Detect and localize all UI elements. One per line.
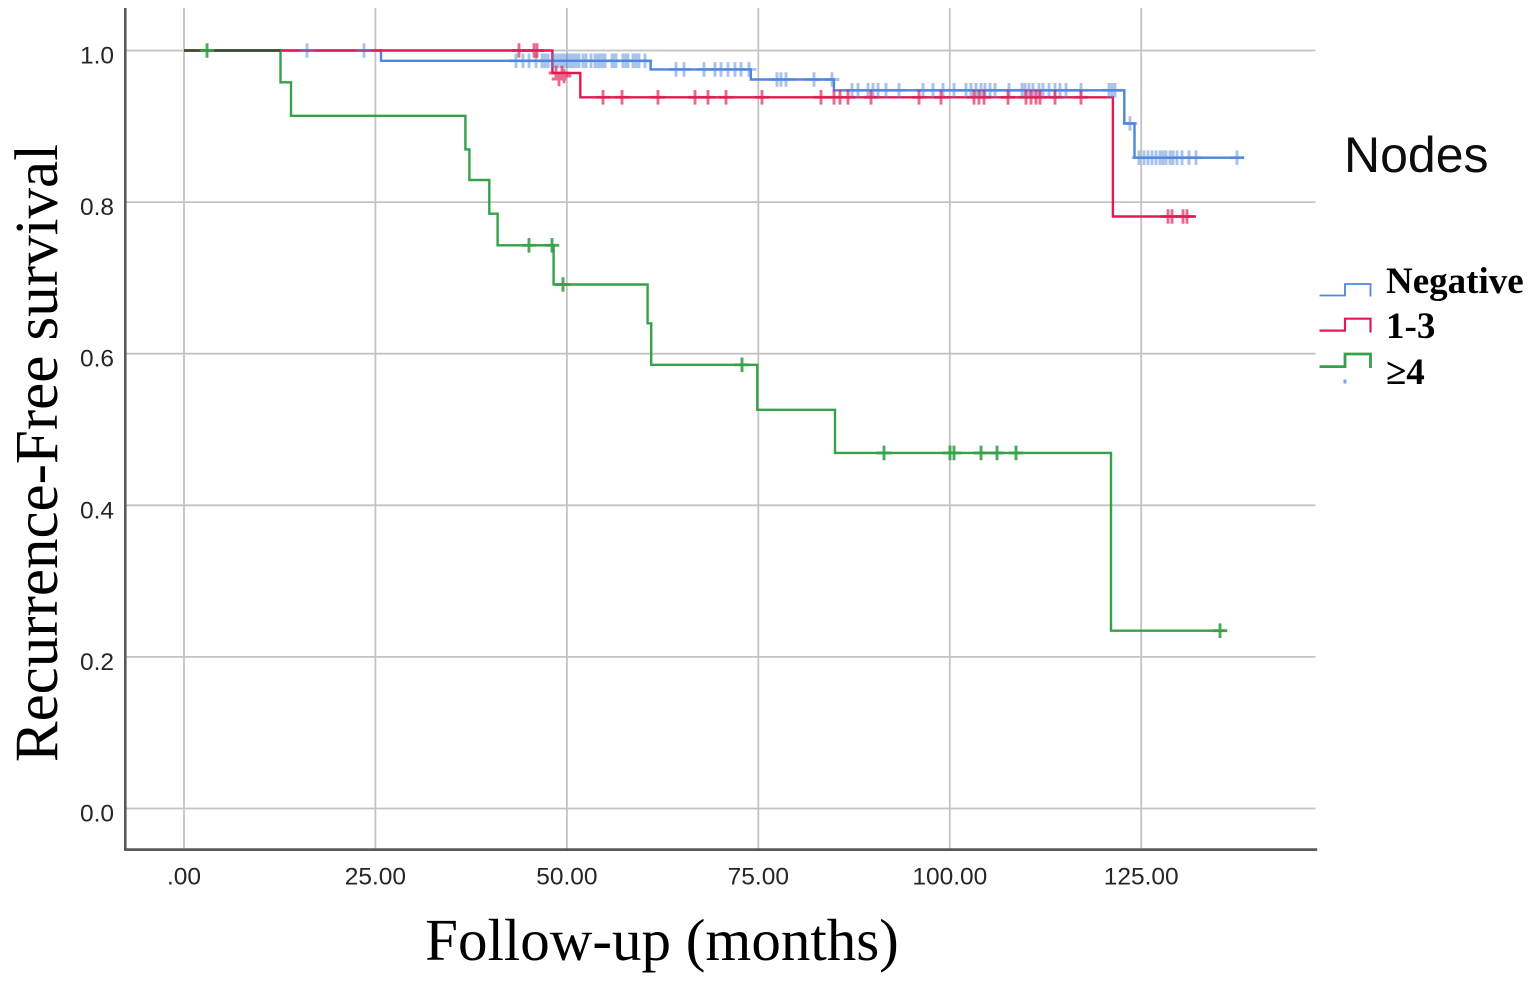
svg-text:1.0: 1.0: [80, 43, 114, 70]
svg-text:1-3: 1-3: [1386, 306, 1435, 347]
svg-text:Negative: Negative: [1386, 261, 1524, 302]
svg-text:0.8: 0.8: [80, 194, 114, 221]
svg-text:Nodes: Nodes: [1344, 127, 1489, 183]
svg-text:50.00: 50.00: [536, 864, 597, 891]
svg-text:75.00: 75.00: [728, 864, 789, 891]
svg-text:100.00: 100.00: [912, 864, 987, 891]
svg-text:0.2: 0.2: [80, 649, 114, 676]
svg-text:Follow-up (months): Follow-up (months): [425, 907, 899, 973]
svg-text:25.00: 25.00: [345, 864, 406, 891]
svg-text:125.00: 125.00: [1104, 864, 1179, 891]
svg-text:0.4: 0.4: [80, 497, 114, 524]
svg-text:Recurrence-Free survival: Recurrence-Free survival: [4, 144, 71, 762]
svg-text:≥4: ≥4: [1386, 352, 1425, 393]
svg-text:0.6: 0.6: [80, 346, 114, 373]
svg-text:.00: .00: [167, 864, 201, 891]
svg-text:0.0: 0.0: [80, 801, 114, 828]
